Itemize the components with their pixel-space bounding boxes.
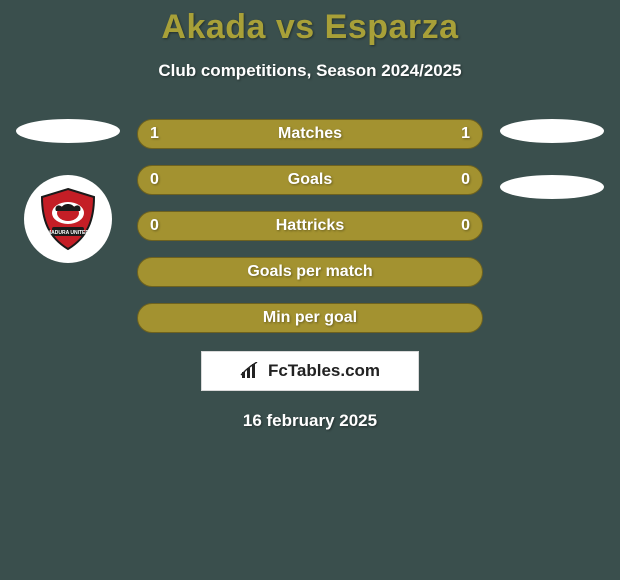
club-crest-left: MADURA UNITED	[24, 175, 112, 263]
subtitle: Club competitions, Season 2024/2025	[0, 61, 620, 81]
right-badges	[492, 119, 612, 199]
competition-badge-placeholder	[500, 119, 604, 143]
stat-label: Hattricks	[200, 217, 420, 235]
stat-label: Goals	[200, 171, 420, 189]
stat-left-value: 1	[150, 125, 200, 143]
svg-text:MADURA UNITED: MADURA UNITED	[47, 230, 89, 236]
stat-left-value: 0	[150, 217, 200, 235]
stat-row: 1 Matches 1	[137, 119, 483, 149]
stat-row: Goals per match	[137, 257, 483, 287]
page-title: Akada vs Esparza	[0, 0, 620, 47]
brand-text: FcTables.com	[268, 361, 380, 381]
date-label: 16 february 2025	[0, 411, 620, 431]
left-badges: MADURA UNITED	[8, 119, 128, 263]
stat-label: Matches	[200, 125, 420, 143]
stat-right-value: 0	[420, 217, 470, 235]
stat-row: 0 Hattricks 0	[137, 211, 483, 241]
stat-right-value: 1	[420, 125, 470, 143]
stat-row: 0 Goals 0	[137, 165, 483, 195]
stat-label: Goals per match	[200, 263, 420, 281]
madura-united-crest-icon: MADURA UNITED	[34, 185, 102, 253]
competition-badge-placeholder	[16, 119, 120, 143]
stat-row: Min per goal	[137, 303, 483, 333]
stat-right-value: 0	[420, 171, 470, 189]
stat-left-value: 0	[150, 171, 200, 189]
club-badge-placeholder	[500, 175, 604, 199]
brand-link[interactable]: FcTables.com	[201, 351, 419, 391]
comparison-panel: MADURA UNITED 1 Matches 1 0 Goals 0 0 Ha…	[0, 119, 620, 431]
stat-label: Min per goal	[200, 309, 420, 327]
bar-chart-icon	[240, 362, 262, 380]
stats-rows: 1 Matches 1 0 Goals 0 0 Hattricks 0 Goal…	[137, 119, 483, 333]
